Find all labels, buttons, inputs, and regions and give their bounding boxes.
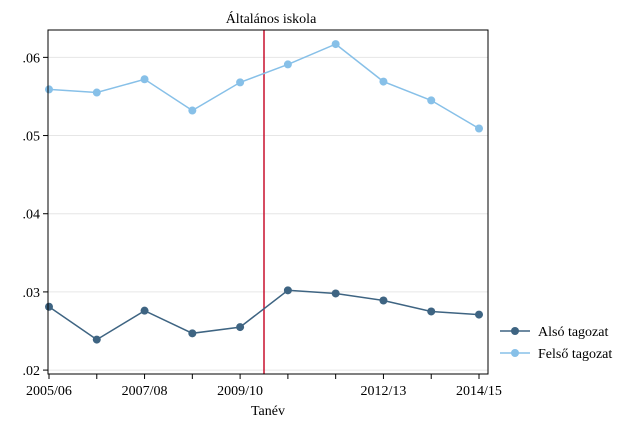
- data-point-felso-tagozat: [379, 77, 388, 86]
- data-point-also-tagozat: [188, 329, 197, 338]
- x-axis-label: Tanév: [251, 404, 285, 419]
- legend-label: Felső tagozat: [538, 347, 612, 362]
- y-tick-label: .06: [23, 51, 41, 66]
- x-tick-label: 2014/15: [456, 384, 502, 399]
- legend: Alsó tagozat Felső tagozat: [500, 325, 612, 362]
- data-point-felso-tagozat: [331, 40, 340, 49]
- x-tick-label: 2012/13: [360, 384, 406, 399]
- series-line-also-tagozat: [48, 289, 480, 341]
- data-point-felso-tagozat: [475, 124, 483, 133]
- legend-marker: [511, 349, 519, 357]
- data-point-felso-tagozat: [92, 88, 101, 97]
- y-axis: .02 .03 .04 .05 .06: [23, 51, 48, 379]
- data-point-felso-tagozat: [140, 75, 149, 84]
- data-point-also-tagozat: [283, 286, 292, 295]
- y-tick-label: .02: [23, 364, 41, 379]
- data-point-also-tagozat: [92, 335, 101, 344]
- series-line-felso-tagozat: [48, 43, 480, 130]
- data-point-also-tagozat: [475, 310, 483, 319]
- y-tick-label: .05: [23, 130, 41, 145]
- data-point-felso-tagozat: [427, 96, 436, 105]
- plot-frame: [47, 29, 489, 375]
- legend-marker: [511, 327, 519, 335]
- x-tick-label: 2007/08: [122, 384, 168, 399]
- chart-title: Általános iskola: [226, 10, 317, 27]
- data-point-also-tagozat: [140, 306, 149, 315]
- data-point-also-tagozat: [236, 323, 245, 332]
- legend-label: Alsó tagozat: [538, 325, 608, 340]
- gridlines: [48, 56, 488, 371]
- data-point-also-tagozat: [427, 307, 436, 316]
- data-point-also-tagozat: [379, 296, 388, 305]
- data-point-also-tagozat: [331, 289, 340, 298]
- data-point-felso-tagozat: [45, 85, 53, 94]
- data-point-also-tagozat: [45, 302, 53, 311]
- y-tick-label: .03: [23, 286, 41, 301]
- data-point-felso-tagozat: [236, 78, 245, 87]
- y-tick-label: .04: [23, 208, 41, 223]
- data-point-felso-tagozat: [283, 60, 292, 69]
- series-layer: [45, 40, 483, 344]
- x-tick-label: 2005/06: [26, 384, 72, 399]
- x-tick-label: 2009/10: [217, 384, 263, 399]
- data-point-felso-tagozat: [188, 106, 197, 115]
- x-axis: 2005/06 2007/08 2009/10 2012/13 2014/15: [26, 374, 502, 399]
